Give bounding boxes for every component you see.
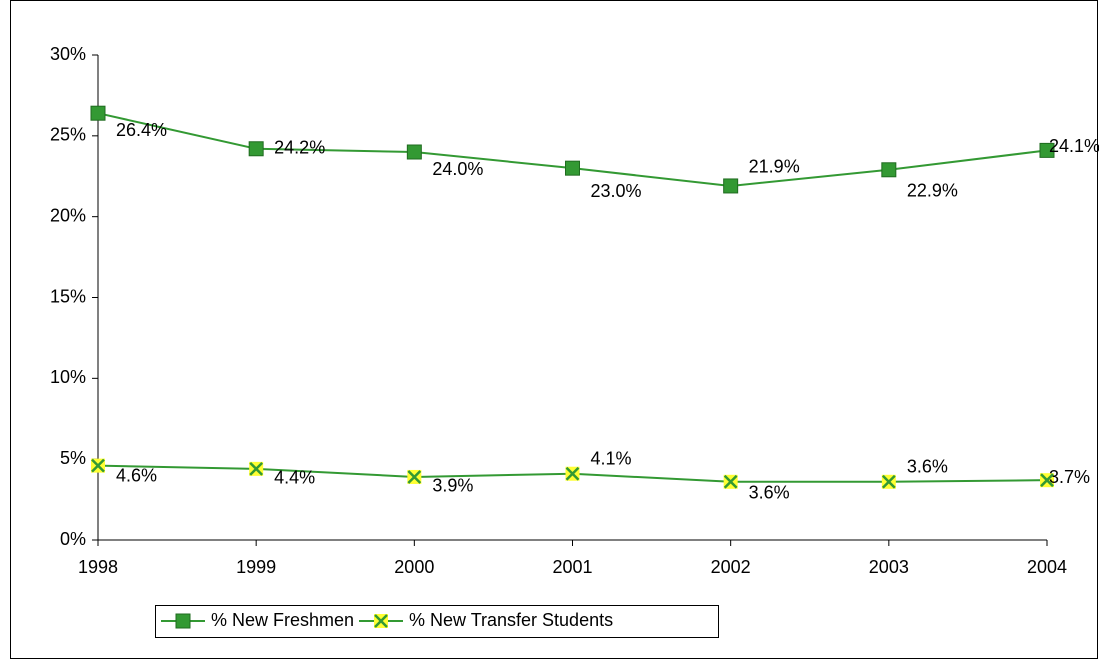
data-label: 24.0%: [432, 159, 483, 179]
x-tick-label: 2002: [711, 557, 751, 577]
marker: [881, 474, 896, 489]
data-label: 3.6%: [749, 483, 790, 503]
data-label: 4.6%: [116, 465, 157, 485]
square-marker: [406, 144, 422, 160]
legend-label: % New Freshmen: [211, 610, 354, 630]
x-tick-label: 2001: [552, 557, 592, 577]
data-label: 3.6%: [907, 457, 948, 477]
marker: [565, 466, 580, 481]
square-marker: [90, 105, 106, 121]
square-marker: [881, 162, 897, 178]
y-tick-label: 30%: [50, 44, 86, 64]
x-marker: [407, 470, 422, 484]
data-label: 23.0%: [591, 181, 642, 201]
marker: [406, 144, 422, 160]
marker: [723, 474, 738, 489]
legend-label: % New Transfer Students: [409, 610, 613, 630]
data-label: 4.4%: [274, 468, 315, 488]
data-label: 4.1%: [591, 448, 632, 468]
marker: [248, 141, 264, 157]
y-tick-label: 10%: [50, 367, 86, 387]
marker: [1039, 142, 1055, 158]
x-tick-label: 1999: [236, 557, 276, 577]
legend-box: [155, 605, 719, 638]
x-marker: [565, 466, 580, 481]
marker: [374, 614, 388, 628]
data-label: 3.9%: [432, 476, 473, 496]
square-marker: [1039, 142, 1055, 158]
data-label: 22.9%: [907, 181, 958, 201]
x-marker: [91, 458, 105, 473]
marker: [90, 105, 106, 121]
x-marker: [1040, 473, 1054, 488]
legend-item: % New Transfer Students: [359, 610, 613, 630]
marker: [1040, 473, 1054, 488]
x-tick-label: 1998: [78, 557, 118, 577]
data-label: 3.7%: [1049, 467, 1090, 487]
legend-item: % New Freshmen: [161, 610, 354, 630]
square-marker: [248, 141, 264, 157]
marker: [723, 178, 739, 194]
x-marker: [374, 614, 388, 628]
data-label: 24.2%: [274, 138, 325, 158]
marker: [881, 162, 897, 178]
marker: [249, 461, 264, 476]
x-tick-label: 2004: [1027, 557, 1067, 577]
y-tick-label: 25%: [50, 125, 86, 145]
y-tick-label: 0%: [60, 529, 86, 549]
marker: [175, 613, 191, 629]
x-tick-label: 2003: [869, 557, 909, 577]
y-tick-label: 20%: [50, 205, 86, 225]
square-marker: [175, 613, 191, 629]
data-label: 24.1%: [1049, 136, 1099, 156]
square-marker: [723, 178, 739, 194]
x-tick-label: 2000: [394, 557, 434, 577]
marker: [565, 160, 580, 176]
square-marker: [565, 160, 580, 176]
x-marker: [881, 474, 896, 489]
marker: [407, 469, 422, 484]
data-label: 21.9%: [749, 157, 800, 177]
marker: [91, 458, 105, 473]
x-marker: [723, 474, 738, 489]
y-tick-label: 15%: [50, 286, 86, 306]
data-label: 26.4%: [116, 120, 167, 140]
x-marker: [249, 461, 264, 476]
chart-frame: [10, 0, 1098, 659]
y-tick-label: 5%: [60, 448, 86, 468]
